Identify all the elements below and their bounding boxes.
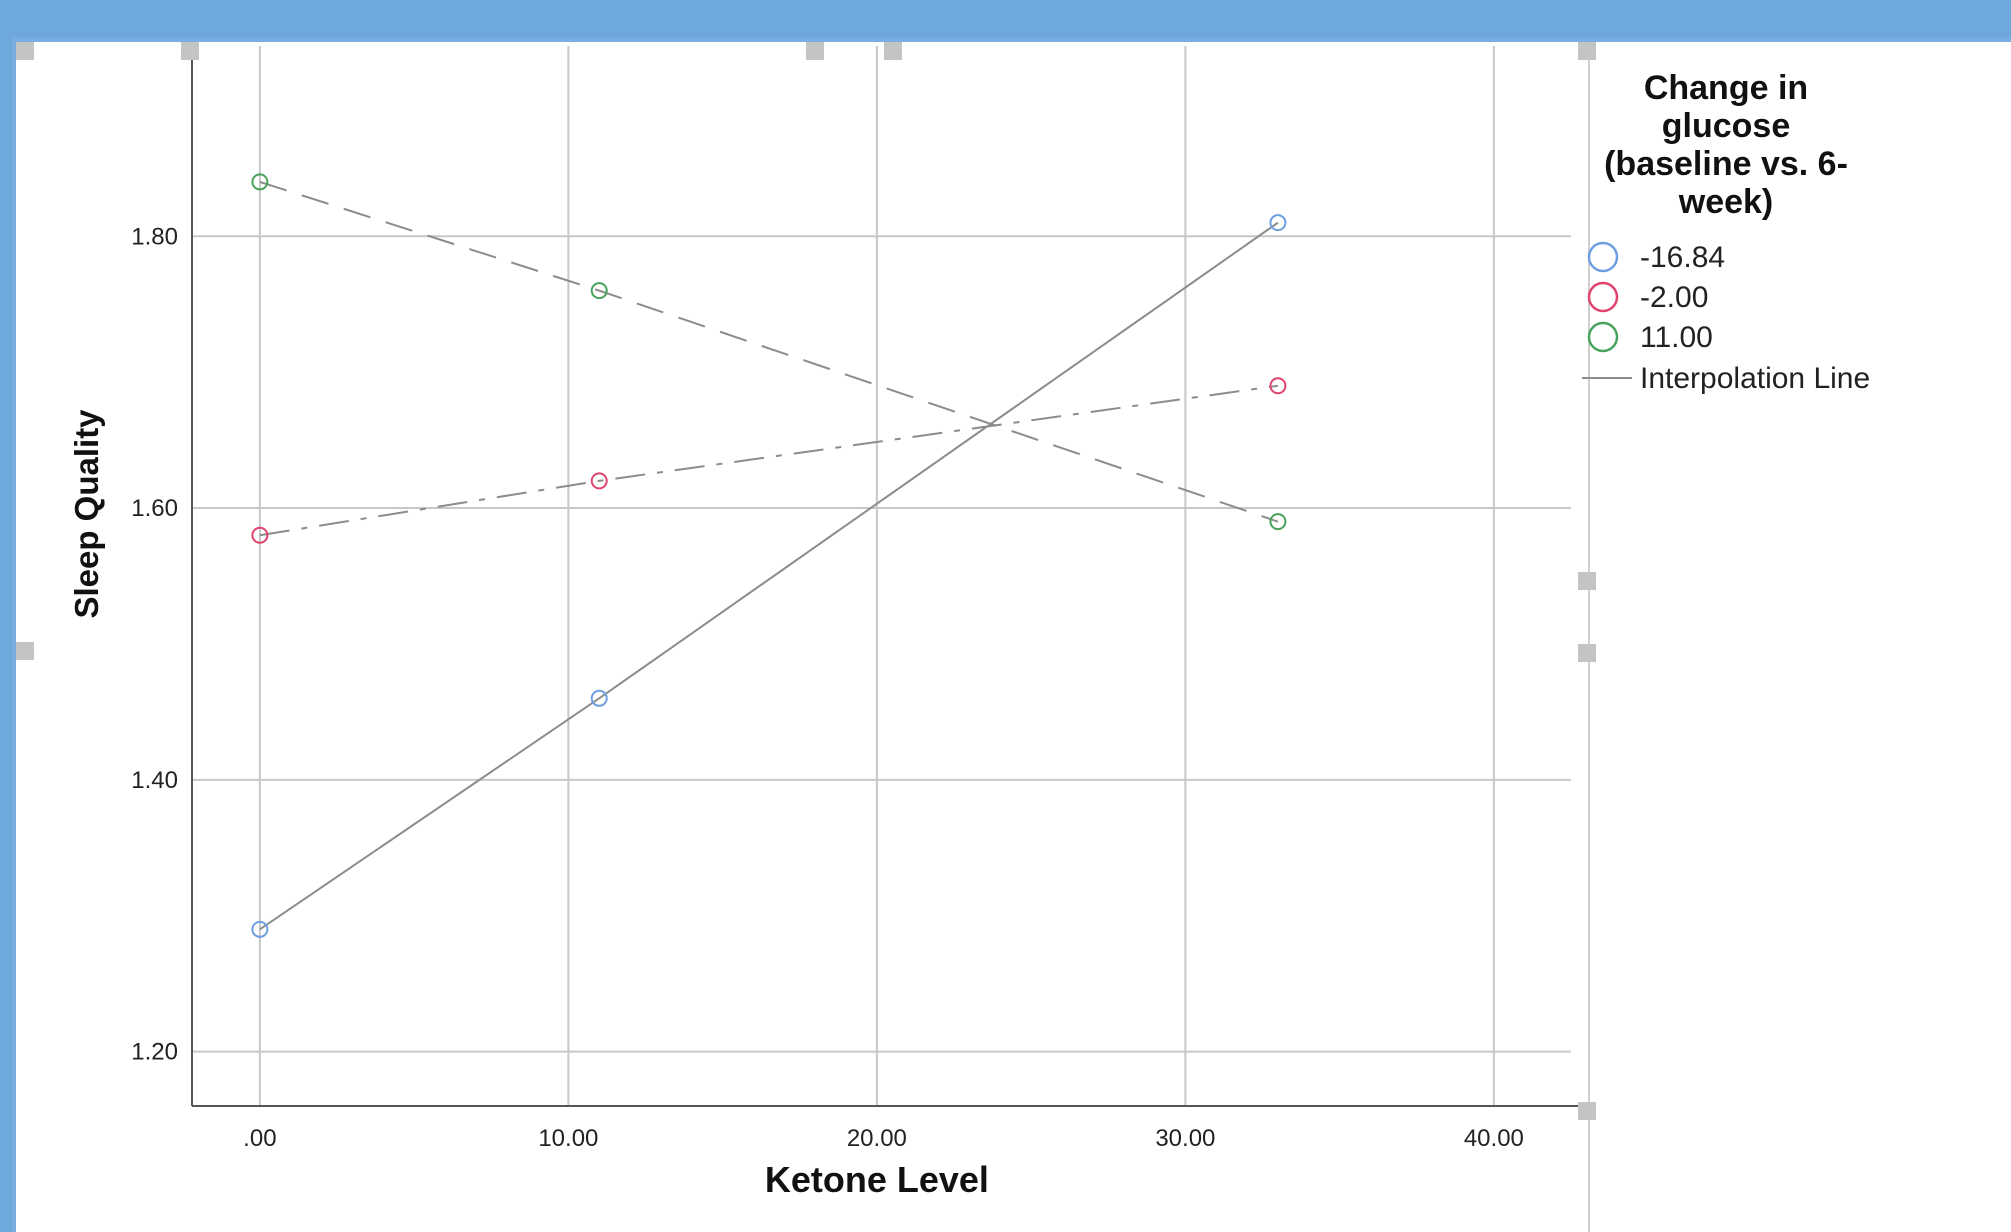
data-point[interactable] (1269, 214, 1287, 232)
x-tick-label: 10.00 (538, 1125, 598, 1152)
data-point[interactable] (590, 689, 608, 707)
window-title-bar (0, 0, 2011, 14)
legend-title-line: glucose (1662, 107, 1790, 145)
resize-handle[interactable] (1578, 644, 1596, 662)
selection-handles[interactable] (16, 42, 1596, 1120)
legend-label: -16.84 (1640, 241, 1725, 274)
data-point[interactable] (251, 173, 269, 191)
resize-handle[interactable] (181, 42, 199, 60)
legend-marker-icon (1587, 281, 1619, 313)
legend-label: -2.00 (1640, 281, 1708, 314)
y-axis-title: Sleep Quality (68, 409, 105, 619)
chart-panel: .00 10.00 20.00 30.00 40.00 1.20 1.40 1.60 1.80 … (12, 38, 2011, 1232)
chart-canvas: .00 10.00 20.00 30.00 40.001.201.401.601.80 … (16, 42, 1870, 1232)
resize-handle[interactable] (1578, 1102, 1596, 1120)
legend-title-line: (baseline vs. 6- (1604, 145, 1848, 183)
series-line-11.00 (259, 180, 1279, 523)
data-point[interactable] (590, 472, 608, 490)
data-point[interactable] (251, 526, 269, 544)
axes (191, 42, 1590, 1232)
y-tick-label: 1.40 (131, 767, 178, 794)
legend-title-line: Change in (1644, 69, 1808, 107)
legend-label: Interpolation Line (1640, 362, 1870, 395)
legend-marker-icon (1587, 241, 1619, 273)
data-point[interactable] (1269, 377, 1287, 395)
data-point[interactable] (590, 282, 608, 300)
x-tick-label: .00 (243, 1125, 276, 1152)
resize-handle[interactable] (1578, 42, 1596, 60)
series-line--2.00 (259, 384, 1279, 537)
x-axis-title: Ketone Level (765, 1159, 989, 1200)
legend-marker-icon (1587, 321, 1619, 353)
x-tick-label: 20.00 (847, 1125, 907, 1152)
y-tick-label: 1.60 (131, 495, 178, 522)
data-point[interactable] (1269, 513, 1287, 531)
grid-lines (192, 46, 1571, 1106)
x-tick-label: 30.00 (1155, 1125, 1215, 1152)
data-point[interactable] (251, 920, 269, 938)
data-points (251, 173, 1287, 938)
legend-label: 11.00 (1640, 321, 1713, 354)
tick-labels: .00 10.00 20.00 30.00 40.00 1.20 1.40 1.60 1.80 (131, 223, 1524, 1152)
resize-handle[interactable] (884, 42, 902, 60)
resize-handle[interactable] (1578, 572, 1596, 590)
legend-title-line: week) (1678, 183, 1774, 221)
resize-handle[interactable] (16, 642, 34, 660)
y-tick-label: 1.20 (131, 1039, 178, 1066)
series-lines (259, 180, 1279, 931)
resize-handle[interactable] (16, 42, 34, 60)
y-tick-label: 1.80 (131, 223, 178, 250)
series-line--16.84 (259, 221, 1279, 931)
x-tick-label: 40.00 (1464, 1125, 1524, 1152)
resize-handle[interactable] (806, 42, 824, 60)
